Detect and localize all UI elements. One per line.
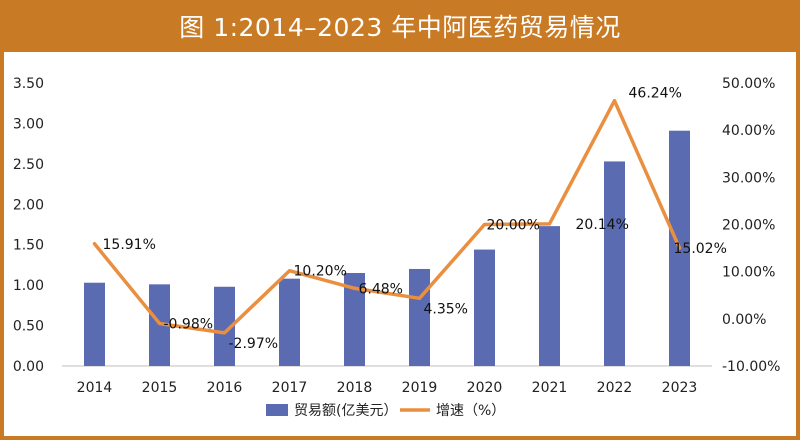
line-point <box>353 286 356 290</box>
legend-bar-swatch <box>266 404 288 416</box>
y-left-tick-label: 2.00 <box>13 197 44 213</box>
line-point <box>613 99 616 103</box>
bar <box>474 249 495 366</box>
y-right-tick-label: 30.00% <box>722 170 775 186</box>
y-left-tick-label: 2.50 <box>13 157 44 173</box>
y-right-tick-label: 0.00% <box>722 312 766 328</box>
line-data-label: 10.20% <box>294 264 347 280</box>
line-data-label: 46.24% <box>629 86 682 102</box>
x-tick-label: 2023 <box>662 380 698 396</box>
line-data-label: 20.00% <box>487 218 540 234</box>
x-tick-label: 2018 <box>337 380 373 396</box>
x-tick-label: 2022 <box>597 380 633 396</box>
y-right-tick-label: 10.00% <box>722 265 775 281</box>
chart-title: 图 1:2014–2023 年中阿医药贸易情况 <box>4 4 796 52</box>
x-tick-label: 2015 <box>142 380 178 396</box>
growth-line <box>92 98 682 335</box>
line-point <box>223 331 226 335</box>
x-tick-label: 2019 <box>402 380 438 396</box>
line-point <box>548 222 551 226</box>
line-data-label: 6.48% <box>359 281 403 297</box>
x-tick-label: 2017 <box>272 380 308 396</box>
y-right-tick-label: 50.00% <box>722 76 775 92</box>
y-left-tick-label: 0.50 <box>13 319 44 335</box>
bar <box>409 268 430 366</box>
line-data-label: 20.14% <box>576 217 629 233</box>
legend-bar-label: 贸易额(亿美元） <box>294 403 397 419</box>
x-tick-label: 2020 <box>467 380 503 396</box>
bar <box>539 226 560 366</box>
bar <box>84 282 105 366</box>
y-right-tick-label: -10.00% <box>722 359 780 375</box>
x-tick-label: 2014 <box>77 380 113 396</box>
x-tick-label: 2021 <box>532 380 568 396</box>
line-data-label: 15.91% <box>103 237 156 253</box>
bar <box>279 278 300 366</box>
line-data-label: -2.97% <box>229 336 279 352</box>
y-left-tick-label: 3.00 <box>13 116 44 132</box>
line-data-label: 4.35% <box>424 301 468 317</box>
line-point <box>158 321 161 325</box>
bar <box>604 161 625 366</box>
y-left-tick-label: 1.50 <box>13 238 44 254</box>
line-point <box>483 223 486 226</box>
y-left-tick-label: 3.50 <box>13 76 44 92</box>
line-data-label: -0.98% <box>164 316 214 332</box>
y-right-tick-label: 40.00% <box>722 123 775 139</box>
bar <box>214 286 235 366</box>
y-right-tick-label: 20.00% <box>722 218 775 234</box>
line-point <box>93 242 96 246</box>
line-data-label: 15.02% <box>674 241 727 257</box>
bar <box>344 273 365 366</box>
x-tick-label: 2016 <box>207 380 243 396</box>
y-left-tick-label: 1.00 <box>13 278 44 294</box>
y-left-tick-label: 0.00 <box>13 359 44 375</box>
line-point <box>288 269 291 273</box>
line-point <box>678 246 681 250</box>
line-point <box>418 296 421 300</box>
legend-line-label: 增速（%） <box>436 403 505 419</box>
